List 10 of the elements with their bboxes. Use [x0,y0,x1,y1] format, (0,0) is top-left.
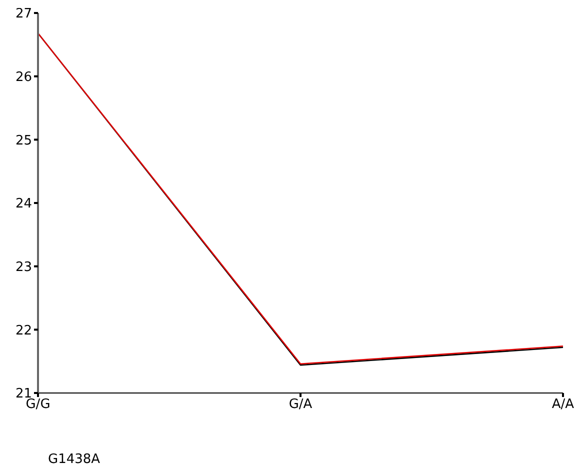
x-tick-label: G/G [26,397,50,412]
y-tick-label: 22 [15,323,32,338]
y-tick-label: 24 [15,196,32,212]
y-tick-label: 25 [15,133,32,148]
x-tick-label: A/A [552,397,574,412]
y-tick-label: 26 [15,70,32,85]
y-tick-label: 27 [15,6,32,22]
y-tick-label: 23 [15,260,32,275]
x-tick-label: G/A [288,397,312,412]
x-axis-title: G1438A [48,452,100,467]
